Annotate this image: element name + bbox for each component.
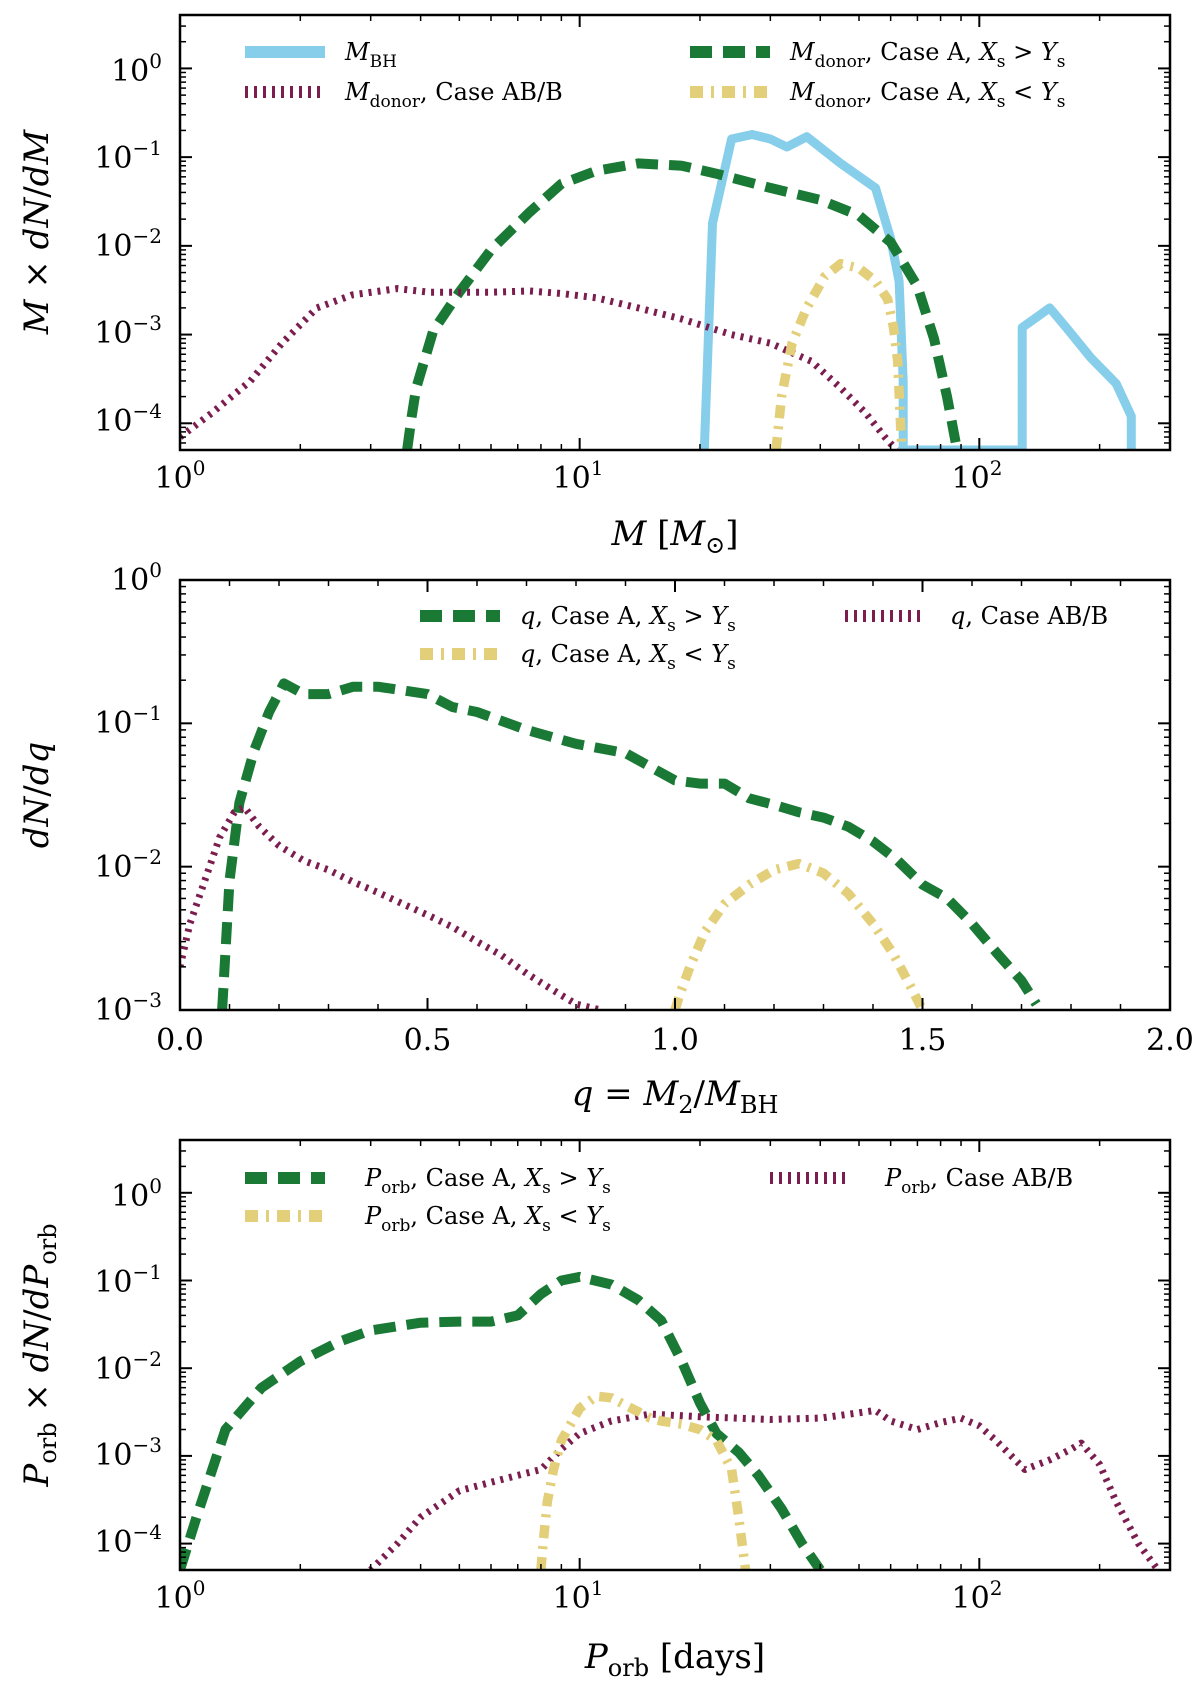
y-tick-label: 10−3 [94, 311, 162, 351]
panel-3-x-axis-label: Porb [days] [584, 1637, 765, 1682]
y-tick-label: 10−2 [94, 845, 162, 885]
series-porb-case-ab-b-line [368, 1406, 1161, 1570]
panel-mass-distribution: 100 101 102 10−4 10−3 10−2 10−1 100 M [M… [17, 13, 1172, 559]
legend-label-porb-case-ab-b: Porb, Case AB/B [884, 1164, 1073, 1198]
y-tick-label: 10−4 [94, 399, 162, 439]
panel-3-ticks [179, 1139, 1171, 1571]
y-tick-label: 10−1 [94, 701, 162, 741]
y-tick-label: 100 [111, 49, 162, 89]
y-tick-label: 100 [111, 1174, 162, 1214]
series-m-donor-case-a-xs-lt-ys-line [771, 258, 907, 450]
panel-3-y-tick-labels: 10−4 10−3 10−2 10−1 100 [94, 1174, 162, 1560]
x-tick-label: 2.0 [1146, 1023, 1194, 1058]
panel-2-curves [180, 678, 1041, 1010]
x-tick-label: 100 [155, 1576, 206, 1616]
series-m-bh-line [699, 130, 1136, 450]
panel-1-legend: MBH Mdonor, Case AB/B Mdonor, Case A, Xs… [245, 38, 1065, 112]
x-tick-label: 1.5 [899, 1023, 947, 1058]
panel-3-x-tick-labels: 100 101 102 [155, 1576, 1003, 1616]
y-tick-label: 10−1 [94, 1260, 162, 1300]
x-tick-label: 101 [553, 456, 604, 496]
panel-2-y-tick-labels: 10−3 10−2 10−1 100 [94, 558, 162, 1028]
panel-3-curves [180, 1271, 1161, 1570]
y-tick-label: 10−1 [94, 136, 162, 176]
panel-2-y-axis-label: dN/dq [17, 742, 57, 849]
series-porb-case-a-xs-gt-ys-line [180, 1271, 825, 1570]
panel-orbital-period-distribution: 100 101 102 10−4 10−3 10−2 10−1 100 Porb… [17, 1138, 1172, 1682]
panel-1-x-axis-label: M [M⊙] [610, 514, 738, 559]
panel-1-curves [180, 130, 1136, 450]
panel-3-legend: Porb, Case A, Xs > Ys Porb, Case A, Xs <… [245, 1164, 1073, 1236]
legend-label-m-bh: MBH [344, 38, 397, 72]
panel-1-x-tick-labels: 100 101 102 [155, 456, 1003, 496]
panel-2-legend: q, Case A, Xs > Ys q, Case A, Xs < Ys q,… [420, 602, 1108, 674]
legend-label-m-donor-case-a-xs-gt-ys: Mdonor, Case A, Xs > Ys [789, 38, 1065, 72]
panel-1-frame [178, 13, 1172, 452]
x-tick-label: 102 [952, 456, 1003, 496]
panel-3-frame [178, 1138, 1172, 1572]
panel-2-x-tick-labels: 0.0 0.5 1.0 1.5 2.0 [156, 1023, 1194, 1058]
legend-label-q-case-a-xs-gt-ys: q, Case A, Xs > Ys [520, 602, 736, 636]
x-tick-label: 0.0 [156, 1023, 204, 1058]
panel-2-ticks [179, 579, 1171, 1011]
series-q-case-a-xs-lt-ys-line [670, 858, 927, 1010]
y-tick-label: 100 [111, 558, 162, 598]
x-tick-label: 0.5 [404, 1023, 452, 1058]
y-tick-label: 10−3 [94, 1433, 162, 1473]
legend-label-q-case-ab-b: q, Case AB/B [950, 602, 1108, 630]
series-q-case-ab-b-line [180, 803, 602, 1010]
x-tick-label: 101 [553, 1576, 604, 1616]
series-q-case-a-xs-gt-ys-line [217, 678, 1041, 1010]
legend-label-q-case-a-xs-lt-ys: q, Case A, Xs < Ys [520, 640, 736, 674]
panel-1-y-tick-labels: 10−4 10−3 10−2 10−1 100 [94, 49, 162, 439]
legend-label-m-donor-case-a-xs-lt-ys: Mdonor, Case A, Xs < Ys [789, 78, 1065, 112]
panel-2-x-axis-label: q = M2/MBH [572, 1074, 779, 1119]
panel-1-ticks [179, 14, 1171, 451]
y-tick-label: 10−4 [94, 1520, 162, 1560]
y-tick-label: 10−2 [94, 224, 162, 264]
series-m-donor-case-ab-b-line [180, 285, 899, 450]
legend-label-porb-case-a-xs-gt-ys: Porb, Case A, Xs > Ys [364, 1164, 611, 1198]
panel-3-y-axis-label: Porb × dN/dPorb [17, 1223, 62, 1487]
panel-1-y-axis-label: M × dN/dM [17, 129, 57, 336]
y-tick-label: 10−2 [94, 1347, 162, 1387]
series-porb-case-a-xs-lt-ys-line [536, 1391, 751, 1570]
x-tick-label: 102 [952, 1576, 1003, 1616]
x-tick-label: 100 [155, 456, 206, 496]
y-tick-label: 10−3 [94, 988, 162, 1028]
series-m-donor-case-a-xs-gt-ys-line [402, 158, 963, 450]
panel-mass-ratio-distribution: 0.0 0.5 1.0 1.5 2.0 10−3 10−2 10−1 100 q… [17, 558, 1194, 1119]
legend-label-porb-case-a-xs-lt-ys: Porb, Case A, Xs < Ys [364, 1202, 611, 1236]
legend-label-m-donor-case-ab-b: Mdonor, Case AB/B [344, 78, 563, 112]
x-tick-label: 1.0 [651, 1023, 699, 1058]
